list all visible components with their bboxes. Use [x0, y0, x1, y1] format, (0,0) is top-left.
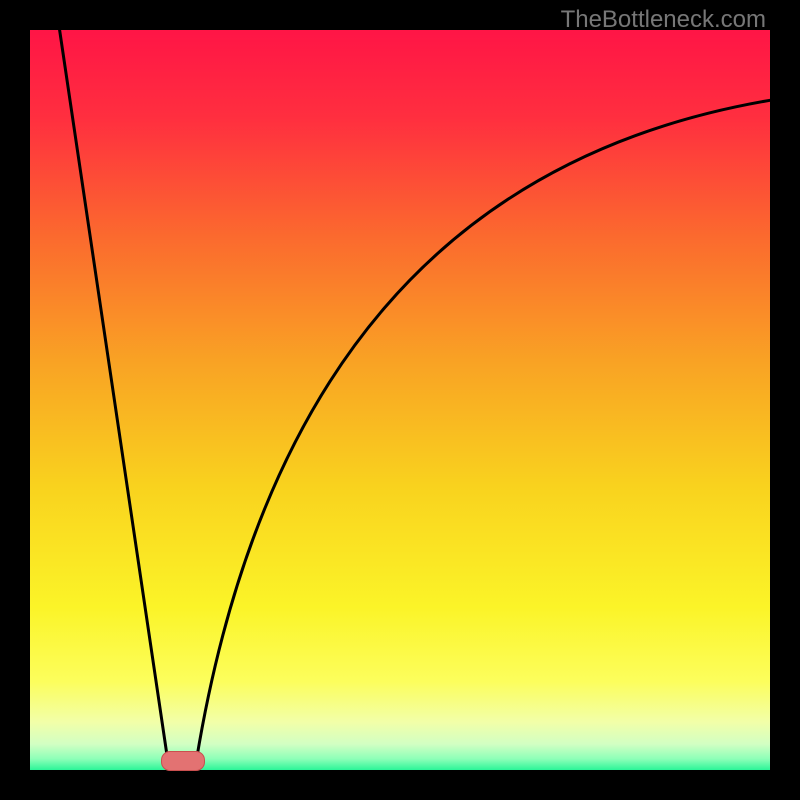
curve-layer — [30, 30, 770, 770]
plot-area — [30, 30, 770, 770]
bottleneck-curve — [60, 30, 770, 760]
watermark-text: TheBottleneck.com — [561, 6, 766, 34]
valley-marker — [161, 751, 205, 771]
chart-frame: TheBottleneck.com — [0, 0, 800, 800]
